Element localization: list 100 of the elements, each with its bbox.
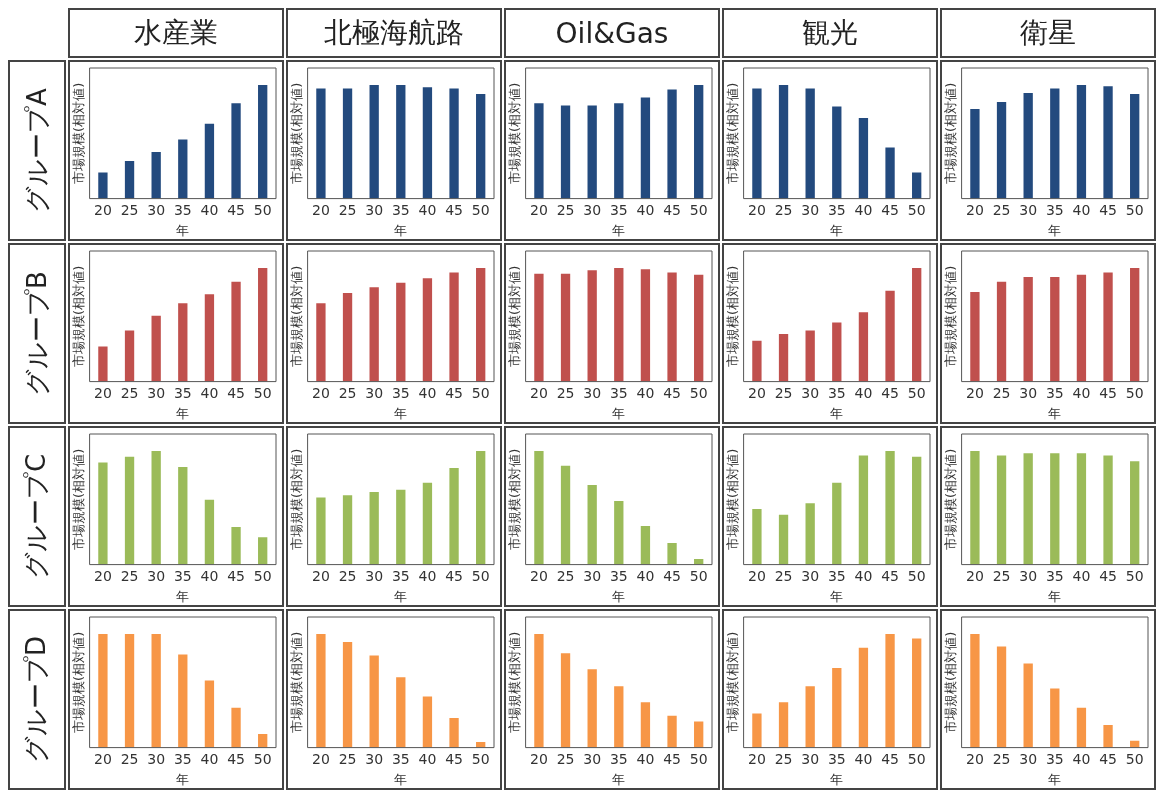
x-tick-label: 20 [94, 567, 112, 584]
x-tick-label: 50 [471, 567, 490, 584]
x-tick-label: 25 [556, 201, 575, 218]
bar [752, 340, 762, 382]
bar [1103, 724, 1113, 748]
x-tick-label: 25 [338, 750, 357, 767]
bar [369, 85, 379, 199]
x-axis-title: 年 [1048, 222, 1062, 238]
x-tick-label: 30 [583, 567, 602, 584]
x-tick-label: 50 [1125, 384, 1144, 401]
bar [178, 303, 188, 382]
x-tick-label: 35 [173, 750, 192, 767]
bar [996, 281, 1007, 382]
bar [885, 290, 895, 382]
x-axis-title: 年 [394, 771, 408, 787]
x-axis-title: 年 [176, 222, 190, 238]
bar [342, 495, 353, 565]
x-tick-label: 30 [801, 750, 820, 767]
x-tick-label: 40 [418, 750, 437, 767]
bar [970, 291, 980, 382]
x-tick-label: 25 [992, 384, 1011, 401]
bar [178, 654, 188, 748]
x-axis-title: 年 [830, 771, 844, 787]
bar [231, 527, 241, 565]
x-tick-label: 40 [1072, 384, 1091, 401]
x-tick-label: 25 [556, 750, 575, 767]
bar [640, 97, 651, 199]
y-axis-title: 市場規模(相対値) [507, 82, 523, 184]
x-tick-label: 25 [338, 201, 357, 218]
bar [1130, 94, 1140, 199]
bar [316, 497, 326, 565]
bar [832, 668, 842, 748]
x-tick-label: 30 [147, 384, 166, 401]
bar [534, 451, 544, 565]
bar [805, 686, 815, 748]
bar [476, 451, 486, 565]
x-tick-label: 20 [530, 567, 548, 584]
bar [98, 172, 108, 199]
x-tick-label: 40 [636, 750, 655, 767]
x-tick-label: 20 [748, 567, 766, 584]
x-tick-label: 20 [530, 384, 548, 401]
x-tick-label: 20 [748, 201, 766, 218]
x-axis-title: 年 [394, 588, 408, 604]
bar [885, 451, 895, 565]
bar [1023, 453, 1033, 565]
bar [124, 456, 135, 565]
bar [476, 268, 486, 382]
x-tick-label: 35 [1045, 750, 1064, 767]
x-tick-label: 40 [200, 384, 219, 401]
x-tick-label: 25 [992, 750, 1011, 767]
x-tick-label: 50 [471, 384, 490, 401]
x-tick-label: 30 [583, 750, 602, 767]
x-axis-title: 年 [1048, 405, 1062, 421]
bar [640, 525, 651, 565]
x-tick-label: 40 [200, 750, 219, 767]
x-tick-label: 30 [365, 384, 384, 401]
x-tick-label: 50 [907, 750, 926, 767]
bar [1050, 688, 1060, 748]
text: グループD [20, 635, 53, 764]
x-tick-label: 45 [445, 384, 463, 401]
bar [449, 468, 459, 565]
bar [422, 482, 433, 565]
x-axis-title: 年 [612, 588, 626, 604]
x-tick-label: 35 [173, 384, 192, 401]
x-tick-label: 45 [227, 567, 245, 584]
bar [858, 455, 869, 565]
bar [912, 638, 922, 748]
x-axis-title: 年 [612, 405, 626, 421]
x-tick-label: 20 [94, 750, 112, 767]
y-axis-title: 市場規模(相対値) [71, 265, 87, 367]
bar [1076, 453, 1087, 565]
y-axis-title: 市場規模(相対値) [943, 82, 959, 184]
x-tick-label: 20 [966, 567, 984, 584]
chart-title: Oil&Gas [504, 8, 720, 58]
x-tick-label: 40 [200, 567, 219, 584]
bar [396, 282, 406, 382]
x-tick-label: 25 [338, 384, 357, 401]
x-tick-label: 20 [966, 201, 984, 218]
x-axis-title: 年 [612, 222, 626, 238]
bar [832, 106, 842, 199]
x-tick-label: 50 [689, 567, 708, 584]
bar [805, 88, 815, 199]
bar [694, 85, 704, 199]
x-tick-label: 45 [227, 384, 245, 401]
bar [1050, 453, 1060, 565]
x-tick-label: 40 [854, 567, 873, 584]
bar [124, 330, 135, 382]
y-axis-title: 市場規模(相対値) [943, 265, 959, 367]
bar [614, 501, 624, 565]
bar [694, 721, 704, 748]
x-tick-label: 30 [147, 750, 166, 767]
x-axis-title: 年 [830, 222, 844, 238]
bar [396, 677, 406, 748]
x-tick-label: 40 [1072, 567, 1091, 584]
x-tick-label: 25 [992, 567, 1011, 584]
x-tick-label: 50 [253, 384, 272, 401]
bar [449, 272, 459, 382]
x-tick-label: 25 [120, 201, 139, 218]
x-tick-label: 30 [365, 201, 384, 218]
bar [996, 102, 1007, 199]
